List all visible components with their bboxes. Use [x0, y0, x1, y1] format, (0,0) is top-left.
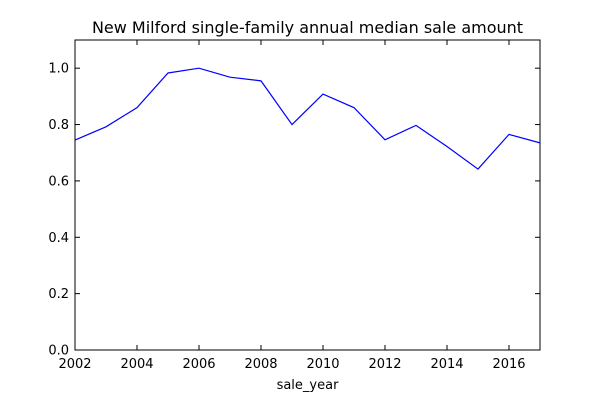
series-line-0 [74, 67, 541, 170]
x-axis-label: sale_year [277, 378, 340, 393]
y-tick-label: 0.4 [48, 231, 69, 246]
y-tick-label: 1.0 [48, 62, 69, 77]
plot-frame [74, 39, 541, 351]
x-tick-label: 2006 [182, 357, 215, 372]
x-tick-label: 2016 [492, 357, 525, 372]
y-tick-label: 0.2 [48, 287, 69, 302]
chart-title: New Milford single-family annual median … [92, 18, 523, 37]
y-tick-label: 0.6 [48, 174, 69, 189]
x-tick-label: 2008 [244, 357, 277, 372]
x-tick-label: 2002 [58, 357, 91, 372]
x-tick-label: 2010 [306, 357, 339, 372]
series-layer [74, 67, 541, 170]
x-tick-label: 2014 [430, 357, 463, 372]
y-tick-label: 0.8 [48, 118, 69, 133]
x-axis: 2002 2004 2006 2008 2010 2012 2014 2016 [58, 40, 526, 372]
x-tick-label: 2012 [368, 357, 401, 372]
y-axis: 0.0 0.2 0.4 0.6 0.8 1.0 [48, 62, 540, 359]
y-tick-label: 0.0 [48, 344, 69, 359]
x-tick-label: 2004 [120, 357, 153, 372]
